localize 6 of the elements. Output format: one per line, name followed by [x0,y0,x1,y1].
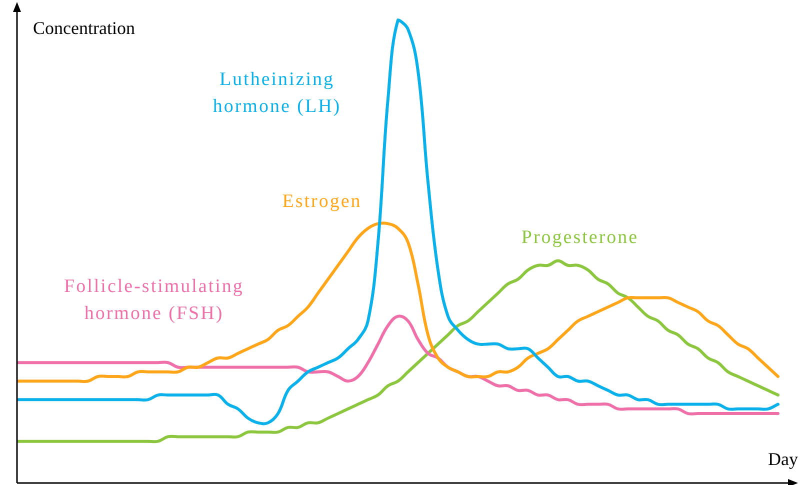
text: Lutheinizing hormone (LH) [212,68,342,119]
series-label: Estrogen [281,190,363,214]
series-label: Progesterone [520,226,640,250]
y-axis-title: Concentration [33,18,135,38]
text: Follicle-stimulating hormone (FSH) [63,275,245,326]
x-axis-title: Day [768,449,798,469]
